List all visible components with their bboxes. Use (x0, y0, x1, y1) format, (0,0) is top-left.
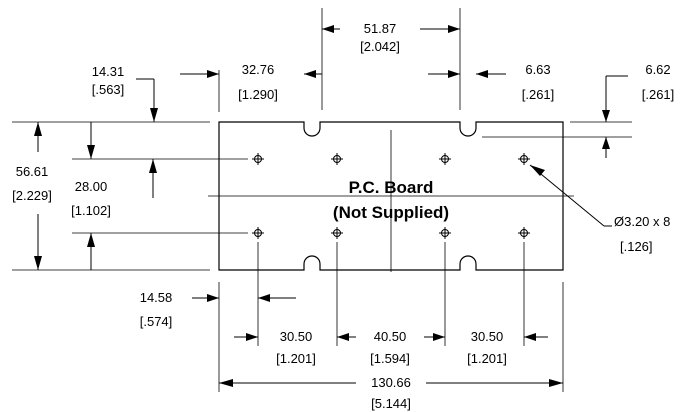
svg-text:[.261]: [.261] (522, 87, 555, 102)
dim-hole-pitch-right: 30.50 [1.201] (467, 329, 548, 366)
dim-left-to-slot: 32.76 [1.290] (180, 62, 322, 102)
svg-text:[1.201]: [1.201] (467, 351, 507, 366)
dim-hole-pitch-left: 30.50 [1.201] (234, 329, 316, 366)
dim-board-width: 130.66 [5.144] (219, 375, 563, 411)
dim-board-height: 56.61 [2.229] (12, 122, 52, 270)
svg-text:14.31: 14.31 (92, 64, 125, 79)
dim-hole-pitch-center: 40.50 [1.594] (337, 329, 445, 366)
mounting-hole (331, 153, 343, 165)
mounting-hole (518, 153, 530, 165)
svg-text:[2.229]: [2.229] (12, 188, 52, 203)
svg-text:40.50: 40.50 (374, 329, 407, 344)
dim-hole-row-spacing: 28.00 [1.102] (71, 122, 157, 270)
dim-hole-diameter: Ø3.20 x 8 [.126] (529, 164, 670, 254)
mounting-hole (518, 227, 530, 239)
svg-text:[1.290]: [1.290] (238, 87, 278, 102)
svg-text:[1.201]: [1.201] (276, 351, 316, 366)
mounting-hole (252, 227, 264, 239)
dim-slot-spacing: 51.87 [2.042] (322, 21, 460, 54)
board-outline (218, 121, 564, 271)
svg-text:14.58: 14.58 (140, 290, 173, 305)
board-subtitle: (Not Supplied) (333, 203, 449, 222)
mounting-hole (252, 153, 264, 165)
mounting-hole (439, 153, 451, 165)
svg-text:[.261]: [.261] (642, 87, 675, 102)
dim-top-edge-to-hole: 14.31 [.563] (92, 64, 158, 122)
svg-text:51.87: 51.87 (364, 21, 397, 36)
dim-slot-depth: 6.62 [.261] (602, 62, 674, 158)
svg-text:28.00: 28.00 (75, 179, 108, 194)
extension-lines (12, 8, 632, 392)
board-title: P.C. Board (349, 178, 434, 197)
svg-text:30.50: 30.50 (280, 329, 313, 344)
svg-text:Ø3.20 x 8: Ø3.20 x 8 (614, 214, 670, 229)
svg-text:[.563]: [.563] (92, 82, 125, 97)
mounting-holes (252, 153, 530, 239)
mounting-hole (439, 227, 451, 239)
svg-text:32.76: 32.76 (242, 62, 275, 77)
svg-text:[.126]: [.126] (620, 239, 653, 254)
svg-text:[1.594]: [1.594] (370, 351, 410, 366)
svg-text:30.50: 30.50 (471, 329, 504, 344)
svg-text:6.62: 6.62 (645, 62, 670, 77)
svg-text:[5.144]: [5.144] (371, 396, 411, 411)
dim-left-edge-to-hole: 14.58 [.574] (140, 290, 296, 329)
mounting-hole (331, 227, 343, 239)
svg-text:56.61: 56.61 (16, 164, 49, 179)
svg-text:6.63: 6.63 (525, 62, 550, 77)
svg-text:[2.042]: [2.042] (360, 39, 400, 54)
svg-text:[1.102]: [1.102] (71, 203, 111, 218)
dim-slot-width: 6.63 [.261] (428, 62, 554, 102)
svg-text:[.574]: [.574] (140, 314, 173, 329)
svg-text:130.66: 130.66 (371, 375, 411, 390)
